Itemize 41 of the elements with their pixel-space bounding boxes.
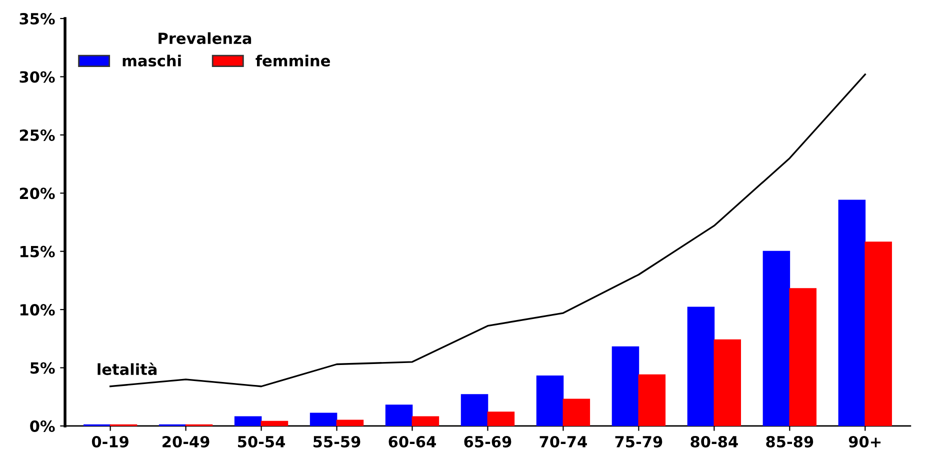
- legend-label: femmine: [256, 54, 330, 67]
- y-tick-label: 25%: [20, 129, 55, 141]
- bar: [336, 420, 364, 426]
- bar: [536, 375, 564, 426]
- bar: [638, 374, 666, 426]
- y-tick-label: 0%: [30, 420, 55, 432]
- bar: [310, 412, 338, 426]
- bar: [687, 306, 715, 426]
- legend-title: Prevalenza: [158, 32, 252, 44]
- bar: [460, 394, 488, 426]
- x-tick-label: 75-79: [615, 436, 662, 448]
- y-tick-label: 35%: [20, 12, 55, 25]
- bar: [762, 250, 790, 426]
- y-tick-label: 5%: [30, 362, 55, 374]
- y-tick-label: 10%: [20, 304, 55, 316]
- bar: [612, 346, 640, 426]
- y-tick-label: 20%: [20, 188, 55, 200]
- series-label: letalità: [98, 362, 157, 376]
- bar: [234, 416, 262, 426]
- bar: [864, 242, 892, 426]
- bar: [412, 416, 440, 426]
- bar: [838, 200, 866, 426]
- y-tick-label: 30%: [20, 71, 55, 83]
- bar: [487, 412, 515, 426]
- x-tick-label: 90+: [848, 436, 881, 448]
- x-tick-label: 55-59: [314, 436, 360, 448]
- bar: [789, 288, 816, 426]
- legend-label: maschi: [122, 54, 181, 67]
- x-tick-label: 0-19: [92, 436, 128, 448]
- x-tick-label: 20-49: [162, 436, 210, 448]
- x-tick-label: 60-64: [388, 436, 436, 448]
- bar: [714, 339, 742, 426]
- bar: [562, 398, 590, 426]
- x-tick-label: 65-69: [464, 436, 512, 448]
- bar: [260, 420, 288, 426]
- bar: [385, 404, 413, 426]
- x-tick-label: 70-74: [540, 436, 587, 448]
- x-tick-label: 50-54: [238, 436, 286, 448]
- x-tick-label: 85-89: [766, 436, 814, 448]
- x-tick-label: 80-84: [690, 436, 738, 448]
- y-tick-label: 15%: [20, 246, 55, 258]
